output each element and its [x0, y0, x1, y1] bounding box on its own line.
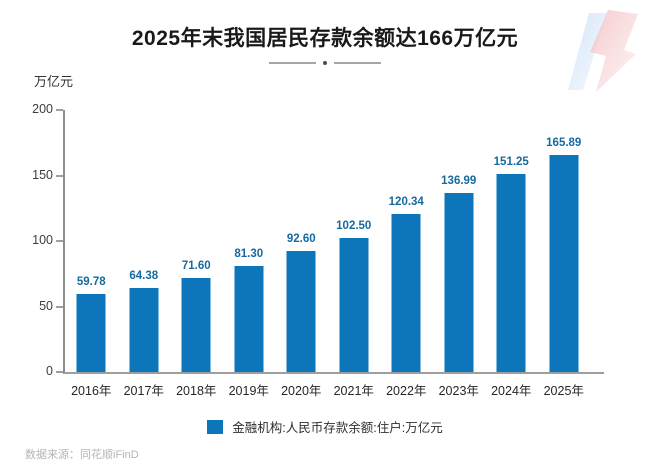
bar [549, 154, 579, 372]
x-tick-label: 2020年 [281, 384, 322, 398]
bar-value-label: 102.50 [336, 219, 372, 232]
bar-value-label: 120.34 [388, 196, 424, 209]
bar [444, 192, 474, 372]
legend-swatch [207, 419, 224, 434]
bars-container: 59.78 2016年 64.38 2017年 71.60 2018年 81.30 2019年… [65, 110, 591, 399]
bar-value-label: 136.99 [441, 174, 477, 187]
x-tick-label: 2017年 [123, 384, 164, 398]
bar [234, 265, 264, 372]
bar-value-label: 81.30 [234, 247, 264, 260]
bar-slot: 81.30 2019年 [223, 110, 276, 399]
bar [76, 293, 106, 372]
bar-slot: 59.78 2016年 [65, 110, 118, 398]
x-tick-label: 2016年 [71, 384, 112, 398]
bar-slot: 92.60 2020年 [275, 110, 328, 398]
y-tick-mark [56, 305, 63, 308]
page-title: 2025年末我国居民存款余额达166万亿元 [131, 27, 519, 50]
brand-watermark-icon [568, 10, 638, 92]
bar-slot: 120.34 2022年 [380, 110, 433, 398]
bar [129, 287, 159, 372]
y-tick-mark [56, 371, 63, 373]
legend-label: 金融机构:人民币存款余额:住户:万亿元 [232, 421, 443, 435]
x-tick-label: 2025年 [543, 384, 584, 398]
bar-value-label: 71.60 [181, 260, 211, 273]
divider-dot [323, 61, 327, 65]
bar-slot: 165.89 2025年 [538, 110, 591, 398]
x-tick-label: 2019年 [228, 384, 269, 398]
x-tick-label: 2021年 [333, 384, 374, 398]
bar-value-label: 151.25 [493, 155, 529, 168]
bar-slot: 64.38 2017年 [118, 110, 171, 398]
y-axis-unit-label: 万亿元 [34, 74, 74, 89]
y-axis: 0 50 100 150 200 [32, 102, 604, 378]
y-tick-mark [56, 240, 63, 242]
bar-value-label: 64.38 [129, 269, 159, 282]
source-note: 数据来源：同花顺iFinD [25, 449, 139, 461]
x-tick-label: 2023年 [438, 384, 479, 398]
y-tick-label: 100 [32, 233, 53, 247]
divider-line-right [334, 62, 381, 64]
bar [391, 214, 421, 372]
bar-slot: 71.60 2018年 [170, 110, 223, 398]
y-tick-label: 200 [32, 102, 53, 116]
bar-value-label: 165.89 [546, 136, 582, 149]
x-tick-label: 2022年 [386, 384, 427, 398]
bar [339, 237, 369, 372]
plot-area: 0 50 100 150 200 59.78 2016年 64.38 2017年 71.60 20… [32, 102, 604, 399]
bar [286, 250, 316, 372]
title-divider [0, 60, 650, 66]
y-tick-label: 150 [32, 167, 53, 182]
bar-value-label: 59.78 [76, 275, 106, 288]
legend: 金融机构:人民币存款余额:住户:万亿元 [0, 417, 650, 436]
x-tick-label: 2018年 [176, 384, 217, 398]
y-tick-mark [56, 109, 63, 111]
bar-slot: 151.25 2024年 [485, 110, 538, 398]
y-tick-label: 0 [46, 364, 53, 378]
bar [181, 278, 211, 372]
y-tick-mark [56, 174, 63, 177]
divider-line-left [269, 62, 316, 64]
y-tick-label: 50 [39, 298, 53, 313]
x-tick-label: 2024年 [491, 384, 532, 398]
bar [496, 173, 526, 372]
bar-slot: 102.50 2021年 [328, 110, 381, 398]
bar-value-label: 92.60 [286, 232, 316, 245]
bar-slot: 136.99 2023年 [433, 110, 486, 398]
